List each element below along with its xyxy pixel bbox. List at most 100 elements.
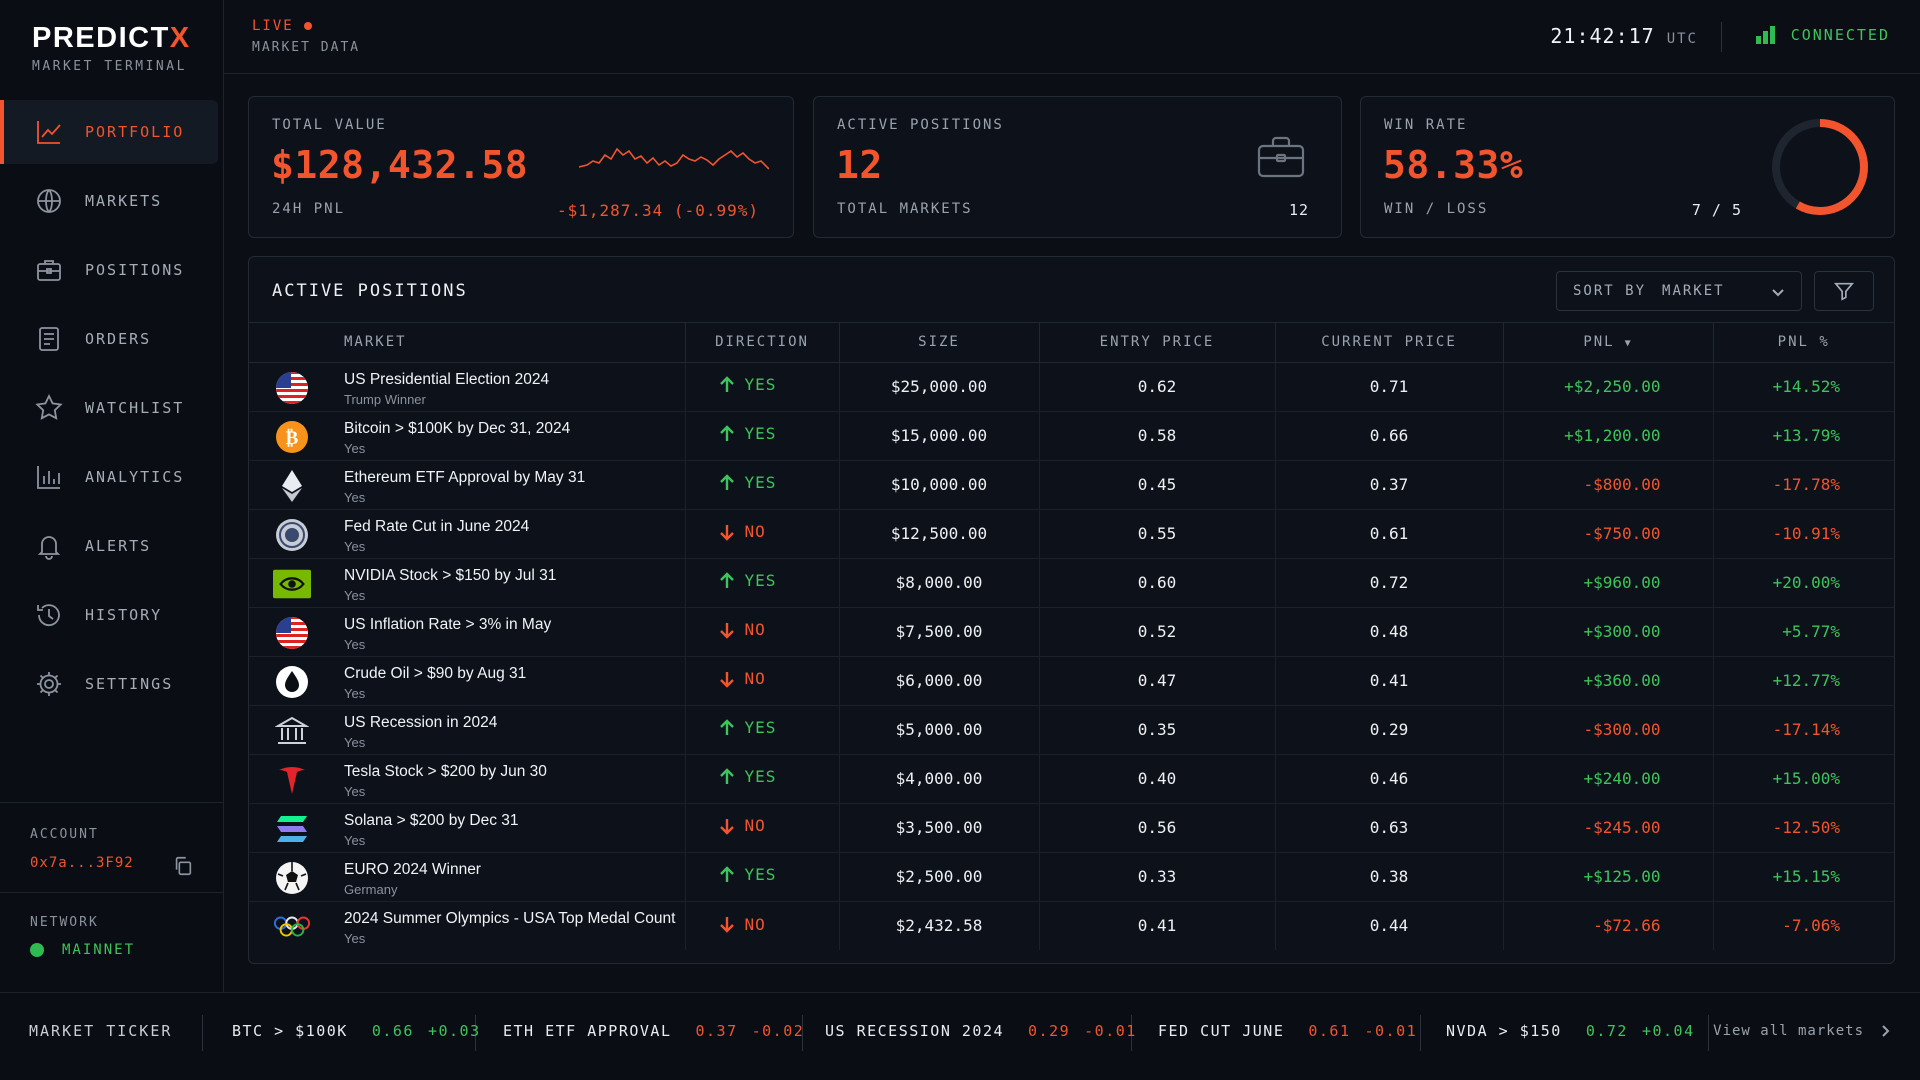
ticker-item[interactable]: NVDA > $150 0.72 +0.04 xyxy=(1446,1022,1695,1040)
ticker-market-name: US RECESSION 2024 xyxy=(825,1022,1005,1040)
direction-cell: YES xyxy=(685,558,840,608)
column-header-current-price[interactable]: CURRENT PRICE xyxy=(1275,323,1504,363)
table-row[interactable]: US Inflation Rate > 3% in May Yes NO $7,500… xyxy=(249,607,1894,657)
size-cell: $12,500.00 xyxy=(839,509,1040,559)
connection-status: CONNECTED xyxy=(1755,26,1890,44)
filter-button[interactable] xyxy=(1814,271,1874,311)
pnl-percent-cell: +15.15% xyxy=(1713,852,1894,902)
market-name: Solana > $200 by Dec 31 xyxy=(344,811,519,829)
sort-dropdown[interactable]: SORT BY MARKET xyxy=(1556,271,1802,311)
ticker-item[interactable]: FED CUT JUNE 0.61 -0.01 xyxy=(1158,1022,1417,1040)
sidebar-item-label: ANALYTICS xyxy=(85,468,185,486)
market-outcome: Yes xyxy=(344,489,366,505)
solana-icon xyxy=(273,812,311,846)
oil-drop-icon xyxy=(273,665,311,699)
sidebar-item-portfolio[interactable]: PORTFOLIO xyxy=(0,100,218,164)
market-name: US Inflation Rate > 3% in May xyxy=(344,615,552,633)
arrow-up-icon xyxy=(718,572,745,590)
ticker-item[interactable]: US RECESSION 2024 0.29 -0.01 xyxy=(825,1022,1137,1040)
filter-icon xyxy=(1834,282,1854,301)
table-row[interactable]: EURO 2024 Winner Germany YES $2,500.00 0.33 0… xyxy=(249,852,1894,902)
column-header-entry-price[interactable]: ENTRY PRICE xyxy=(1039,323,1276,363)
entry-price-cell: 0.45 xyxy=(1039,460,1276,510)
briefcase-icon xyxy=(1257,136,1305,178)
ticker-change: -0.02 xyxy=(751,1022,805,1040)
market-outcome: Yes xyxy=(344,734,366,750)
market-outcome: Yes xyxy=(344,685,366,701)
size-cell: $4,000.00 xyxy=(839,754,1040,804)
entry-price-cell: 0.56 xyxy=(1039,803,1276,853)
sidebar-item-watchlist[interactable]: WATCHLIST xyxy=(0,376,224,440)
current-price-cell: 0.46 xyxy=(1275,754,1504,804)
current-price-cell: 0.72 xyxy=(1275,558,1504,608)
sidebar-item-orders[interactable]: ORDERS xyxy=(0,307,224,371)
total-value: $128,432.58 xyxy=(271,143,529,187)
ticker-item[interactable]: ETH ETF APPROVAL 0.37 -0.02 xyxy=(503,1022,804,1040)
direction-cell: YES xyxy=(685,460,840,510)
table-row[interactable]: Solana > $200 by Dec 31 Yes NO $3,500.00 0.5… xyxy=(249,803,1894,853)
pnl-cell: -$800.00 xyxy=(1503,460,1714,510)
direction-cell: NO xyxy=(685,607,840,657)
ticker-price: 0.72 xyxy=(1585,1022,1628,1040)
ticker-change: -0.01 xyxy=(1364,1022,1418,1040)
market-cell: Ethereum ETF Approval by May 31 Yes xyxy=(249,460,686,510)
ticker-market-name: NVDA > $150 xyxy=(1446,1022,1562,1040)
signal-icon xyxy=(1755,26,1777,44)
column-header-pnl-percent[interactable]: PNL % xyxy=(1713,323,1894,363)
total-markets-count: 12 xyxy=(1288,201,1309,219)
market-cell: ₿ Bitcoin > $100K by Dec 31, 2024 Yes xyxy=(249,411,686,461)
pnl-percent-cell: -10.91% xyxy=(1713,509,1894,559)
size-cell: $2,432.58 xyxy=(839,901,1040,950)
sidebar-item-settings[interactable]: SETTINGS xyxy=(0,652,224,716)
direction-cell: NO xyxy=(685,509,840,559)
sidebar-item-positions[interactable]: POSITIONS xyxy=(0,238,224,302)
sidebar-item-label: HISTORY xyxy=(85,606,163,624)
size-cell: $3,500.00 xyxy=(839,803,1040,853)
table-row[interactable]: US Recession in 2024 Yes YES $5,000.00 0.35 0… xyxy=(249,705,1894,755)
brand: PREDICTX MARKET TERMINAL xyxy=(32,22,191,74)
table-row[interactable]: Crude Oil > $90 by Aug 31 Yes NO $6,000.00 0… xyxy=(249,656,1894,706)
market-name: Bitcoin > $100K by Dec 31, 2024 xyxy=(344,419,571,437)
direction-badge: NO xyxy=(718,522,766,541)
market-name: Fed Rate Cut in June 2024 xyxy=(344,517,530,535)
market-outcome: Yes xyxy=(344,538,366,554)
table-row[interactable]: 2024 Summer Olympics - USA Top Medal Cou… xyxy=(249,901,1894,950)
sidebar-item-analytics[interactable]: ANALYTICS xyxy=(0,445,224,509)
direction-badge: YES xyxy=(718,473,777,492)
column-header-pnl[interactable]: PNL ▼ xyxy=(1503,323,1714,363)
pnl-cell: +$240.00 xyxy=(1503,754,1714,804)
ticker-divider xyxy=(1708,1015,1709,1051)
entry-price-cell: 0.55 xyxy=(1039,509,1276,559)
column-header-market[interactable]: MARKET xyxy=(249,323,686,363)
logo[interactable]: PREDICTX xyxy=(32,22,191,54)
sidebar-item-history[interactable]: HISTORY xyxy=(0,583,224,647)
arrow-down-icon xyxy=(718,621,745,639)
sidebar-item-alerts[interactable]: ALERTS xyxy=(0,514,224,578)
view-all-markets-link[interactable]: View all markets xyxy=(1713,1023,1892,1039)
table-row[interactable]: Tesla Stock > $200 by Jun 30 Yes YES $4,000… xyxy=(249,754,1894,804)
arrow-up-icon xyxy=(718,376,745,394)
market-outcome: Yes xyxy=(344,587,366,603)
copy-icon[interactable] xyxy=(172,855,194,877)
size-cell: $5,000.00 xyxy=(839,705,1040,755)
ethereum-icon xyxy=(273,469,311,503)
table-row[interactable]: NVIDIA Stock > $150 by Jul 31 Yes YES $8,00… xyxy=(249,558,1894,608)
ticker-item[interactable]: BTC > $100K 0.66 +0.03 xyxy=(232,1022,481,1040)
live-dot xyxy=(303,22,312,30)
direction-cell: YES xyxy=(685,705,840,755)
total-value-card: TOTAL VALUE $128,432.58 24H PNL -$1,287.… xyxy=(248,96,794,238)
ticker-divider xyxy=(802,1015,803,1051)
column-header-size[interactable]: SIZE xyxy=(839,323,1040,363)
pnl-percent-cell: -12.50% xyxy=(1713,803,1894,853)
table-row[interactable]: ₿ Bitcoin > $100K by Dec 31, 2024 Yes YES $1… xyxy=(249,411,1894,461)
column-header-direction[interactable]: DIRECTION xyxy=(685,323,840,363)
table-row[interactable]: Ethereum ETF Approval by May 31 Yes YES $10… xyxy=(249,460,1894,510)
direction-cell: YES xyxy=(685,754,840,804)
table-row[interactable]: US Presidential Election 2024 Trump Winne… xyxy=(249,362,1894,412)
market-outcome: Trump Winner xyxy=(344,391,426,407)
table-row[interactable]: Fed Rate Cut in June 2024 Yes NO $12,500.00… xyxy=(249,509,1894,559)
direction-badge: YES xyxy=(718,571,777,590)
sidebar-item-markets[interactable]: MARKETS xyxy=(0,169,224,233)
current-price-cell: 0.44 xyxy=(1275,901,1504,950)
card-sub-label: 24H PNL xyxy=(272,201,346,217)
